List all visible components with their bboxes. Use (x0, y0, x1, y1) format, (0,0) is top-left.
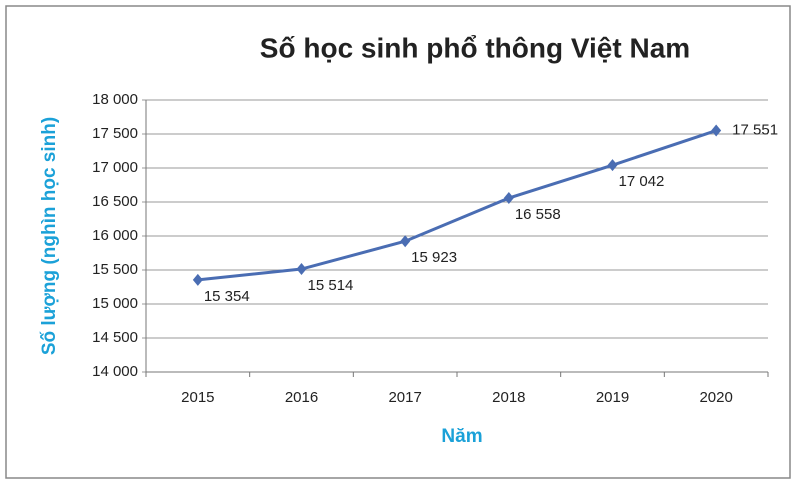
marker (192, 273, 203, 286)
y-tick-label: 17 500 (92, 125, 138, 142)
line (197, 129, 717, 282)
x-axis-label: Năm (441, 426, 482, 447)
data-label: 17 551 (732, 122, 778, 139)
y-axis-label: Số lượng (nghìn học sinh) (39, 117, 60, 355)
x-tick-label: 2016 (285, 389, 318, 406)
data-label: 15 514 (308, 277, 354, 294)
data-label: 15 354 (204, 288, 250, 305)
y-tick-label: 16 500 (92, 193, 138, 210)
data-label: 15 923 (411, 249, 457, 266)
y-tick-label: 16 000 (92, 227, 138, 244)
chart-title: Số học sinh phổ thông Việt Nam (260, 32, 690, 63)
marker (400, 235, 411, 248)
marker (503, 192, 514, 205)
marker (711, 124, 722, 137)
y-tick-label: 14 000 (92, 363, 138, 380)
data-label: 17 042 (619, 173, 665, 190)
data-label: 16 558 (515, 206, 561, 223)
marker (296, 263, 307, 276)
x-tick-label: 2019 (596, 389, 629, 406)
x-tick-label: 2020 (699, 389, 732, 406)
x-tick-label: 2015 (181, 389, 214, 406)
x-tick-label: 2017 (388, 389, 421, 406)
x-tick-label: 2018 (492, 389, 525, 406)
y-tick-label: 18 000 (92, 91, 138, 108)
y-tick-label: 15 500 (92, 261, 138, 278)
y-tick-label: 15 000 (92, 295, 138, 312)
y-tick-label: 14 500 (92, 329, 138, 346)
y-tick-label: 17 000 (92, 159, 138, 176)
marker (607, 159, 618, 172)
